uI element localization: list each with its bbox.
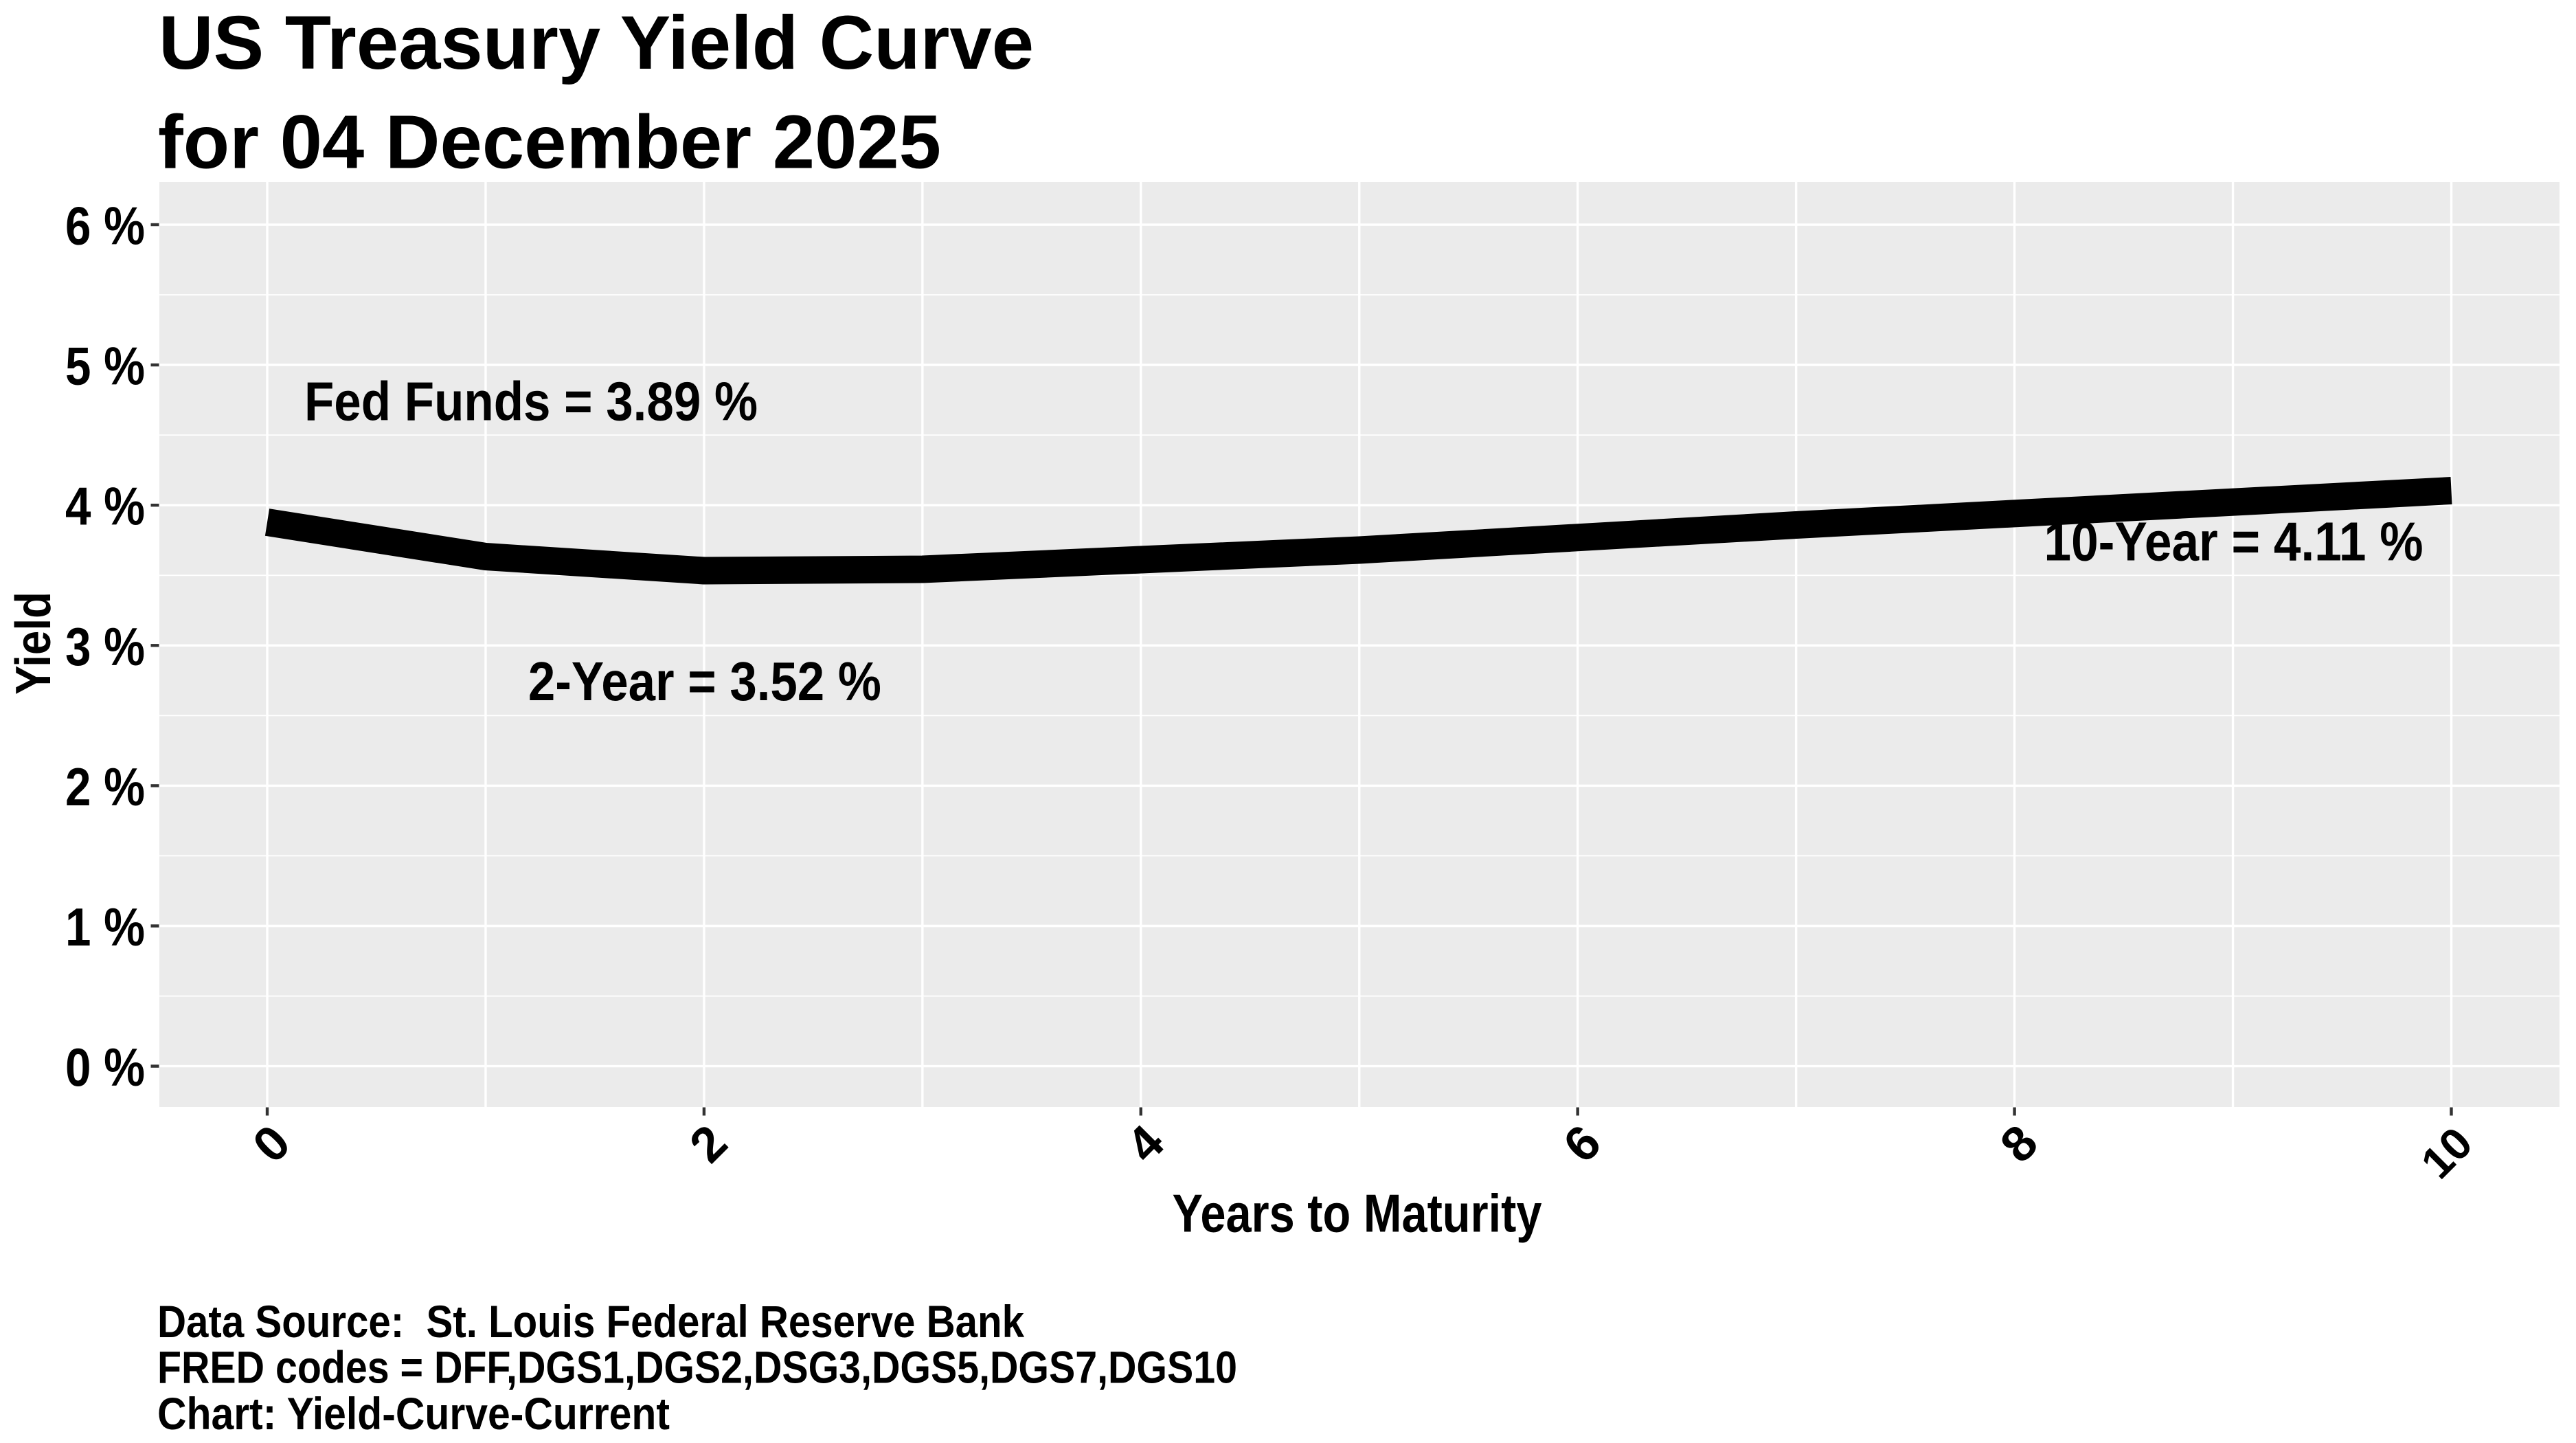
svg-text:6 %: 6 % [65,196,145,256]
svg-text:2 %: 2 % [65,757,145,817]
svg-text:Data Source: St. Louis Federa: Data Source: St. Louis Federal Reserve B… [157,1296,1024,1347]
svg-text:for 04 December 2025: for 04 December 2025 [158,100,941,185]
svg-text:0 %: 0 % [65,1037,145,1097]
svg-text:FRED codes = DFF,DGS1,DGS2,DSG: FRED codes = DFF,DGS1,DGS2,DSG3,DGS5,DGS… [157,1342,1237,1393]
svg-text:3 %: 3 % [65,616,145,677]
svg-text:4 %: 4 % [65,476,145,537]
svg-text:US Treasury Yield Curve: US Treasury Yield Curve [159,1,1034,85]
svg-text:Chart: Yield-Curve-Current: Chart: Yield-Curve-Current [157,1388,670,1439]
svg-text:Yield: Yield [5,592,61,695]
svg-text:10-Year = 4.11 %: 10-Year = 4.11 % [2044,511,2424,572]
svg-text:1 %: 1 % [65,897,145,957]
svg-text:5 %: 5 % [65,336,145,396]
svg-text:2-Year = 3.52 %: 2-Year = 3.52 % [528,651,881,712]
svg-text:Years to Maturity: Years to Maturity [1173,1183,1542,1244]
svg-text:Fed Funds = 3.89 %: Fed Funds = 3.89 % [304,371,758,432]
